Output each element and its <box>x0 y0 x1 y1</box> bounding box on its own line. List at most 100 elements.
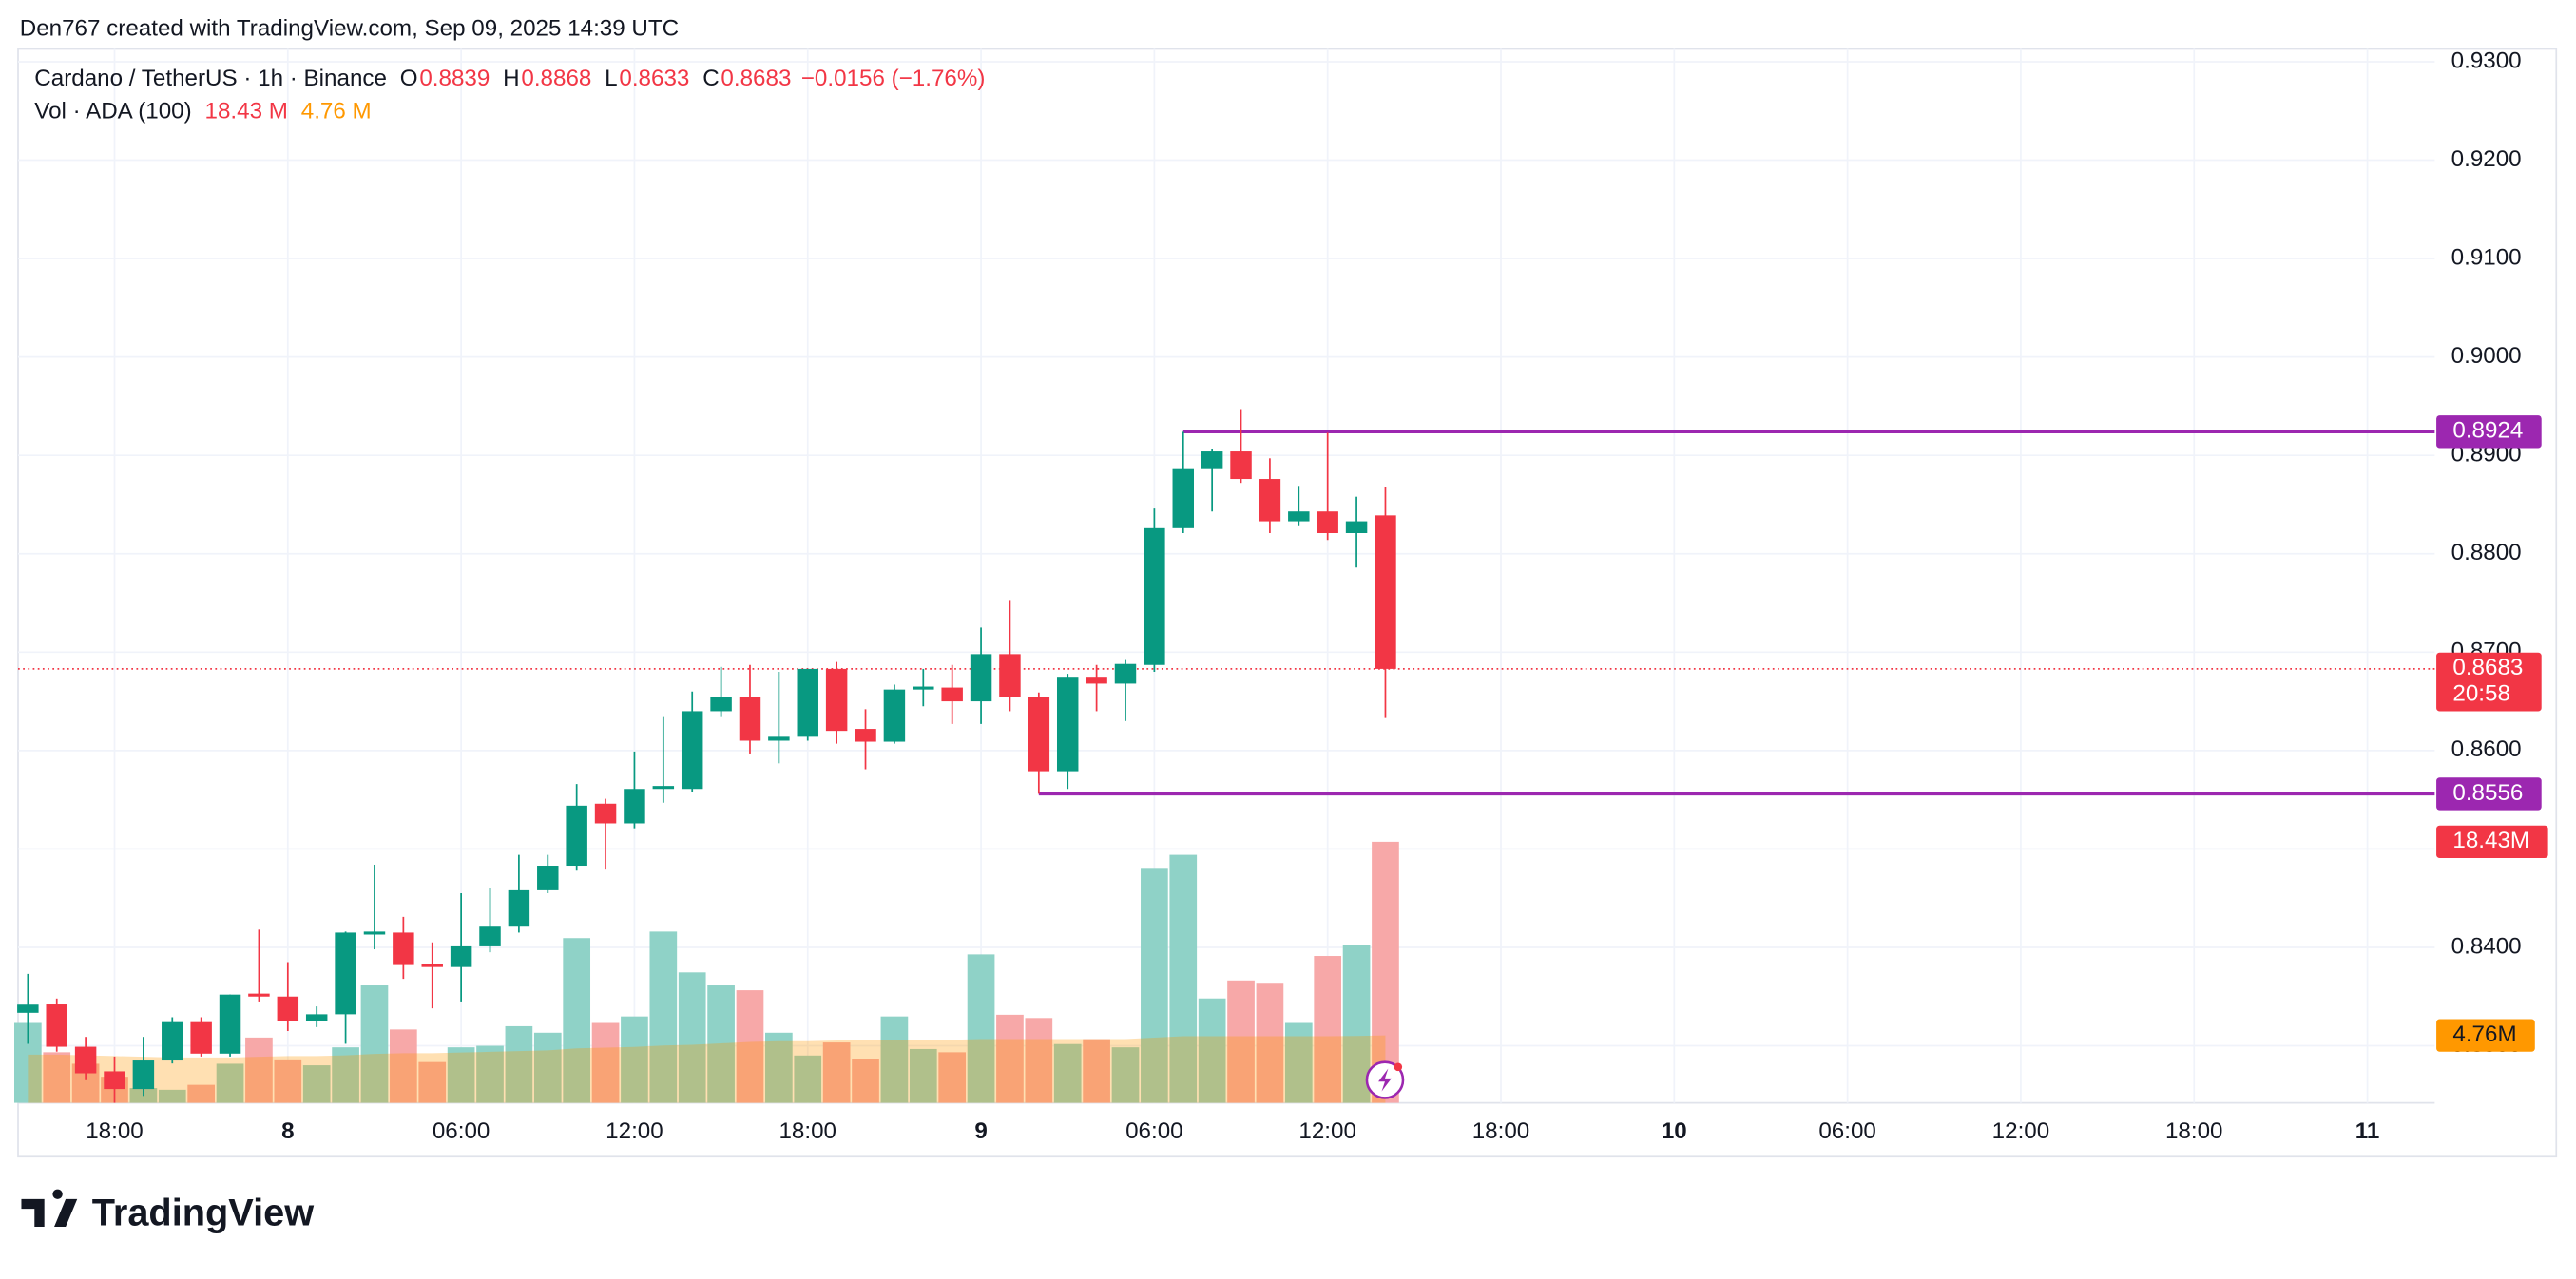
candle-body <box>363 931 386 935</box>
level-badge-box <box>2436 777 2542 811</box>
candle-body <box>1259 479 1281 522</box>
logo-text: TradingView <box>92 1193 315 1234</box>
volume-bar <box>591 1022 620 1103</box>
volume-bar <box>1053 1043 1082 1103</box>
x-tick-label: 18:00 <box>86 1118 144 1144</box>
x-tick-label: 12:00 <box>1992 1118 2050 1144</box>
candle-body <box>162 1021 183 1061</box>
candle-body <box>913 686 934 690</box>
chart-frame <box>17 48 2558 1158</box>
x-tick-label: 9 <box>974 1118 987 1144</box>
y-tick-label: 0.9200 <box>2451 146 2522 172</box>
volume-bar <box>216 1063 244 1103</box>
volume-bar <box>418 1061 447 1103</box>
volume-bar <box>332 1047 359 1103</box>
volume-badge-text: 18.43M <box>2452 828 2529 853</box>
header-credit: Den767 created with TradingView.com, Sep… <box>20 15 679 41</box>
alert-bolt <box>1378 1068 1392 1092</box>
y-tick-label: 0.8600 <box>2451 736 2522 762</box>
price-badge-box <box>2436 652 2542 712</box>
volume-bar <box>1083 1039 1110 1103</box>
volume-bar <box>621 1016 648 1103</box>
volume-badge: 18.43M <box>2436 825 2548 859</box>
volume-ma-badge-text: 4.76M <box>2452 1021 2516 1047</box>
candle-body <box>190 1021 212 1054</box>
plot: 0.93000.92000.91000.90000.89000.88000.87… <box>13 48 2548 1144</box>
legend-item: −0.0156 (−1.76%) <box>801 67 986 92</box>
legend-item: 0.8683 <box>721 67 791 92</box>
volume-bar <box>1169 854 1198 1103</box>
x-tick-label: 8 <box>281 1118 294 1144</box>
price-badge-text: 20:58 <box>2452 681 2510 707</box>
volume-bar <box>302 1065 331 1103</box>
candle-body <box>1201 451 1223 469</box>
volume-bar <box>852 1059 879 1103</box>
volume-bar <box>1227 980 1255 1103</box>
volume-bar <box>158 1089 186 1103</box>
legend-item: O <box>400 67 418 92</box>
volume-bar <box>822 1042 851 1103</box>
legend-item: H <box>503 67 519 92</box>
volume-bar <box>476 1045 504 1103</box>
candle-body <box>624 789 645 824</box>
candle-body <box>450 945 472 967</box>
candle-body <box>508 889 530 927</box>
x-tick-label: 18:00 <box>2165 1118 2223 1144</box>
candle-body <box>537 866 559 890</box>
volume-bar <box>678 972 706 1103</box>
candle-body <box>132 1060 155 1090</box>
volume-bar <box>1198 998 1226 1103</box>
candle-body <box>1288 511 1310 522</box>
volume-bar <box>1342 945 1371 1103</box>
level-badge-text: 0.8556 <box>2452 780 2523 806</box>
x-tick-label: 12:00 <box>1298 1118 1356 1144</box>
candle-body <box>277 996 299 1021</box>
level-badge: 0.8556 <box>2436 777 2542 811</box>
y-tick-label: 0.9100 <box>2451 245 2522 271</box>
x-tick-label: 18:00 <box>1472 1118 1530 1144</box>
logo-icon <box>21 1189 78 1228</box>
volume-bar <box>1256 983 1284 1103</box>
candle-body <box>1086 677 1107 684</box>
volume-bar <box>794 1055 822 1103</box>
volume-bar <box>1025 1018 1053 1103</box>
tradingview-logo: TradingView <box>21 1189 315 1234</box>
volume-bar <box>533 1032 562 1103</box>
volume-bar <box>390 1029 417 1103</box>
volume-badge-box <box>2436 825 2548 859</box>
level-badge-text: 0.8924 <box>2452 418 2523 444</box>
candle-body <box>1056 677 1079 772</box>
legend-item: L <box>605 67 617 92</box>
candle-body <box>479 926 501 946</box>
candle-body <box>46 1004 67 1047</box>
legend-item: 4.76 M <box>301 99 372 124</box>
candle-body <box>1375 515 1396 669</box>
x-tick-label: 12:00 <box>606 1118 663 1144</box>
y-tick-label: 0.8400 <box>2451 933 2522 959</box>
volume-bar <box>736 990 764 1103</box>
volume-ma-badge: 4.76M <box>2436 1019 2535 1052</box>
candle-body <box>1172 468 1194 528</box>
volume-bar <box>909 1048 937 1103</box>
alert-icon <box>1365 1060 1405 1099</box>
candle-body <box>941 687 963 702</box>
candle-body <box>1345 521 1368 533</box>
candle-body <box>17 1004 39 1013</box>
candle-body <box>335 932 356 1015</box>
volume-bar <box>1284 1022 1313 1103</box>
legend-item: 0.8868 <box>521 67 591 92</box>
volume-ma-area <box>28 1035 1386 1103</box>
candle-body <box>797 668 818 737</box>
candle-body <box>710 697 732 712</box>
candle-body <box>1317 511 1338 533</box>
candle-body <box>1028 697 1050 772</box>
volume-bar <box>563 938 591 1103</box>
legend-item: Vol · ADA (100) <box>34 99 191 124</box>
volume-bar <box>505 1025 533 1103</box>
candle-body <box>594 803 617 824</box>
price-badge-text: 0.8683 <box>2452 655 2523 680</box>
candle-body <box>248 993 270 997</box>
volume-bar <box>649 931 678 1103</box>
